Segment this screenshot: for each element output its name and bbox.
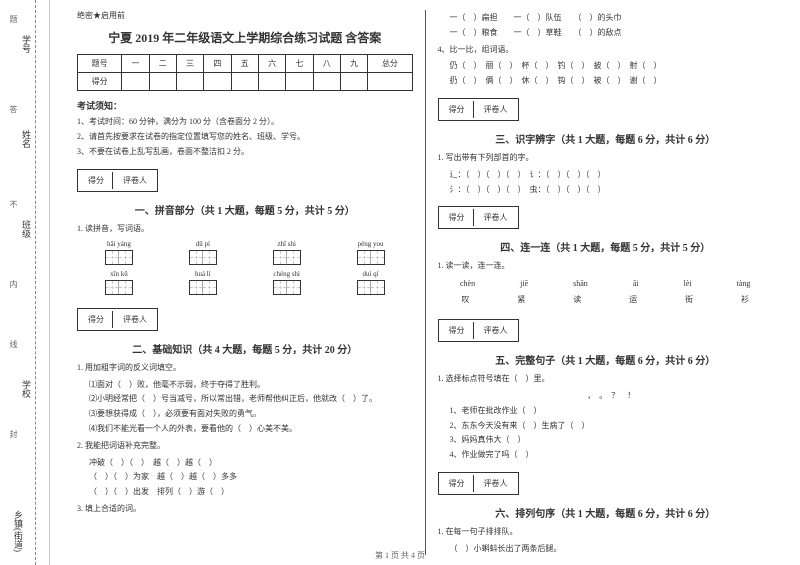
th-0: 题号 [78, 55, 122, 73]
th-9: 九 [340, 55, 367, 73]
sec1-q: 1. 读拼音，写词语。 [77, 223, 413, 236]
exam-page: 学号 姓名 班级 学校 乡镇(街道) 题 答 不 内 线 封 绝密★启用前 宁夏… [0, 0, 800, 565]
py-8: duì qí [357, 270, 385, 296]
th-3: 三 [176, 55, 203, 73]
sec2-q1-2: ⑵小明经常把（ ）号当减号，所以常出错，老师帮他纠正后，他就改（ ）了。 [89, 393, 413, 406]
margin-text-5: 封 [8, 430, 19, 438]
sec2-q1-4: ⑷我们不能光看一个人的外表，要看他的（ ）心美不美。 [89, 423, 413, 436]
margin-label-2: 姓名 [20, 130, 33, 148]
py-1: hǎi yáng [105, 240, 133, 266]
th-7: 七 [286, 55, 313, 73]
sec6-q: 1. 在每一句子排排队。 [438, 526, 774, 539]
sec6-title: 六、排列句序（共 1 大题，每题 6 分，共计 6 分） [438, 505, 774, 520]
connect-row-2: 叹紧读运街衫 [438, 294, 774, 305]
margin-label-3: 班级 [20, 220, 33, 238]
left-column: 绝密★启用前 宁夏 2019 年二年级语文上学期综合练习试题 含答案 题号 一 … [65, 10, 426, 555]
th-2: 二 [149, 55, 176, 73]
sec4-q: 1. 读一读，连一连。 [438, 260, 774, 273]
sec5-title: 五、完整句子（共 1 大题，每题 6 分，共计 6 分） [438, 352, 774, 367]
margin-text-3: 内 [8, 280, 19, 288]
sec1-title: 一、拼音部分（共 1 大题，每题 5 分，共计 5 分） [77, 202, 413, 217]
score-value-row: 得分 [78, 73, 413, 91]
margin-text-2: 答 [8, 105, 19, 113]
th-6: 六 [258, 55, 285, 73]
score-box-5: 得分评卷人 [438, 319, 519, 342]
right-column: 一（ ）扁担 一（ ）队伍 （ ）的头巾 一（ ）粮食 一（ ）草鞋 （ ）的敌… [426, 10, 786, 555]
sec2-q3: 3. 填上合适的词。 [77, 503, 413, 516]
connect-row-1: chènjiēshānāilèitàng [438, 279, 774, 288]
pinyin-row-2: xīn kǔ huá lì chéng shì duì qí [77, 270, 413, 296]
sec2-q2: 2. 我能把词语补充完整。 [77, 440, 413, 453]
sec5-i1: 1、老师在批改作业（ ） [450, 405, 774, 418]
sec2-q1-1: ⑴面对（ ）败，他毫不示弱，终于夺得了胜利。 [89, 379, 413, 392]
score-box-1: 得分评卷人 [77, 169, 158, 192]
secret-label: 绝密★启用前 [77, 10, 413, 21]
rt-q4: 4、比一比，组词语。 [438, 44, 774, 57]
sec2-q2-1: 冲破（ ）（ ） 越（ ）越（ ） [89, 457, 413, 470]
margin-label-1: 学号 [20, 35, 33, 53]
th-10: 总分 [368, 55, 412, 73]
py-5: xīn kǔ [105, 270, 133, 296]
margin-vert-1: 不 [8, 200, 19, 208]
score-box-2: 得分评卷人 [77, 308, 158, 331]
sec4-title: 四、连一连（共 1 大题，每题 5 分，共计 5 分） [438, 239, 774, 254]
sec3-q: 1. 写出带有下列部首的字。 [438, 152, 774, 165]
sec3-r1: 辶：（ ）（ ）（ ） 讠：（ ）（ ）（ ） [450, 169, 774, 182]
notice-2: 2、请首先按要求在试卷的指定位置填写您的姓名、班级、学号。 [77, 131, 413, 143]
rt-line2: 一（ ）粮食 一（ ）草鞋 （ ）的敌点 [450, 27, 774, 40]
sec5-i4: 4、作业做完了吗（ ） [450, 449, 774, 462]
rt-q4-2: 扔（ ） 俩（ ） 休（ ） 钩（ ） 被（ ） 谢（ ） [450, 75, 774, 88]
score-box-4: 得分评卷人 [438, 206, 519, 229]
rt-q4-1: 仍（ ） 丽（ ） 杯（ ） 钓（ ） 披（ ） 射（ ） [450, 60, 774, 73]
sec2-q2-3: （ ）（ ）出发 排列（ ）游（ ） [89, 486, 413, 499]
margin-text-1: 题 [8, 15, 19, 23]
th-1: 一 [122, 55, 149, 73]
sb-left: 得分 [80, 172, 113, 189]
sec3-r2: 氵：（ ）（ ）（ ） 虫：（ ）（ ）（ ） [450, 184, 774, 197]
sec6-i1: （ ）小蝌蚪长出了两条后腿。 [450, 543, 774, 556]
py-3: zhī shi [273, 240, 301, 266]
sec5-i2: 2、东东今天没有来（ ）生病了（ ） [450, 420, 774, 433]
sec2-q2-2: （ ）（ ）为家 越（ ）越（ ）多多 [89, 471, 413, 484]
rt-line1: 一（ ）扁担 一（ ）队伍 （ ）的头巾 [450, 12, 774, 25]
margin-column: 学号 姓名 班级 学校 乡镇(街道) 题 答 不 内 线 封 [0, 0, 50, 565]
th-5: 五 [231, 55, 258, 73]
content-area: 绝密★启用前 宁夏 2019 年二年级语文上学期综合练习试题 含答案 题号 一 … [50, 0, 800, 565]
margin-text-4: 线 [8, 340, 19, 348]
page-footer: 第 1 页 共 4 页 [375, 550, 425, 561]
th-4: 四 [204, 55, 231, 73]
py-4: péng you [357, 240, 385, 266]
sec3-title: 三、识字辨字（共 1 大题，每题 6 分，共计 6 分） [438, 131, 774, 146]
py-7: chéng shì [273, 270, 301, 296]
notice-1: 1、考试时间：60 分钟，满分为 100 分（含卷面分 2 分）。 [77, 116, 413, 128]
sec5-i3: 3、妈妈真伟大（ ） [450, 434, 774, 447]
th-8: 八 [313, 55, 340, 73]
score-box-6: 得分评卷人 [438, 472, 519, 495]
sec2-title: 二、基础知识（共 4 大题，每题 5 分，共计 20 分） [77, 341, 413, 356]
exam-title: 宁夏 2019 年二年级语文上学期综合练习试题 含答案 [77, 29, 413, 46]
margin-label-5: 乡镇(街道) [12, 510, 25, 552]
sec2-q1: 1. 用加粗字词的反义词填空。 [77, 362, 413, 375]
sec2-q1-3: ⑶要想获得成（ ），必须要有面对失败的勇气。 [89, 408, 413, 421]
margin-label-4: 学校 [20, 380, 33, 398]
sec5-q: 1. 选择标点符号填在（ ）里。 [438, 373, 774, 386]
py-2: dǔ pí [189, 240, 217, 266]
score-row-label: 得分 [78, 73, 122, 91]
dash-line [35, 0, 36, 565]
sec5-punct: ， 。 ？ ！ [450, 390, 774, 403]
sb-right: 评卷人 [115, 172, 155, 189]
score-box-3: 得分评卷人 [438, 98, 519, 121]
py-6: huá lì [189, 270, 217, 296]
score-header-row: 题号 一 二 三 四 五 六 七 八 九 总分 [78, 55, 413, 73]
score-table: 题号 一 二 三 四 五 六 七 八 九 总分 得分 [77, 54, 413, 91]
pinyin-row-1: hǎi yáng dǔ pí zhī shi péng you [77, 240, 413, 266]
notice-title: 考试须知： [77, 99, 413, 112]
notice-3: 3、不要在试卷上乱写乱画，卷面不整洁扣 2 分。 [77, 146, 413, 158]
